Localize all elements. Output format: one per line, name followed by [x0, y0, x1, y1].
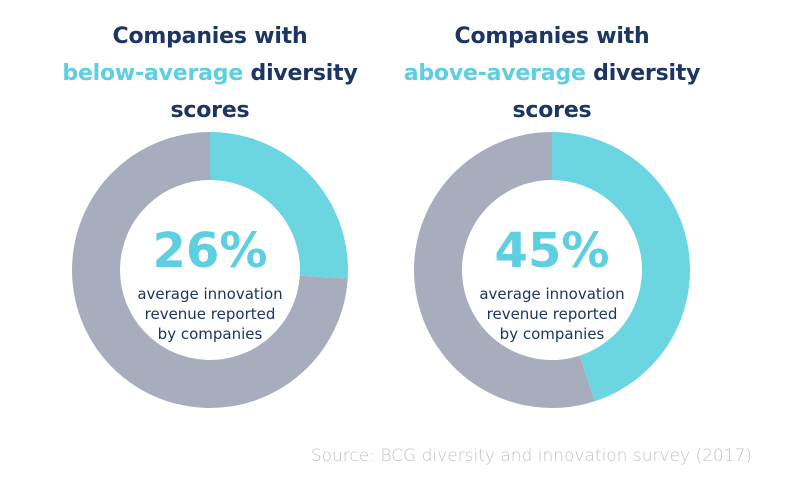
chart-panel-below-average: Companies with below-average diversity s… — [40, 0, 380, 440]
donut-slice-other — [413, 132, 595, 408]
center-label-line-3: by companies — [500, 325, 605, 343]
donut-slice-innovation — [552, 132, 690, 402]
center-label-line-2: revenue reported — [487, 305, 618, 323]
center-label-line-3: by companies — [158, 325, 263, 343]
donut-chart-below-average: 26% average innovation revenue reported … — [72, 132, 348, 408]
title-line-1: Companies with — [112, 24, 308, 49]
donut-slice-innovation — [210, 132, 348, 279]
title-word: diversity — [593, 61, 701, 86]
center-label-line-2: revenue reported — [145, 305, 276, 323]
center-label-line-1: average innovation — [479, 285, 624, 303]
source-caption: Source: BCG diversity and innovation sur… — [310, 446, 752, 466]
title-line-3: scores — [512, 98, 592, 123]
chart-title-above-average: Companies with above-average diversity s… — [382, 18, 722, 129]
title-line-3: scores — [170, 98, 250, 123]
chart-title-below-average: Companies with below-average diversity s… — [40, 18, 380, 129]
title-highlight: above-average — [403, 61, 586, 86]
center-label-line-1: average innovation — [137, 285, 282, 303]
title-line-1: Companies with — [454, 24, 650, 49]
center-value: 26% — [153, 223, 268, 279]
center-value: 45% — [495, 223, 610, 279]
donut-chart-above-average: 45% average innovation revenue reported … — [413, 132, 690, 408]
title-highlight: below-average — [62, 61, 244, 86]
title-word: diversity — [250, 61, 358, 86]
chart-panel-above-average: Companies with above-average diversity s… — [382, 0, 722, 440]
donut-slice-other — [72, 132, 348, 408]
